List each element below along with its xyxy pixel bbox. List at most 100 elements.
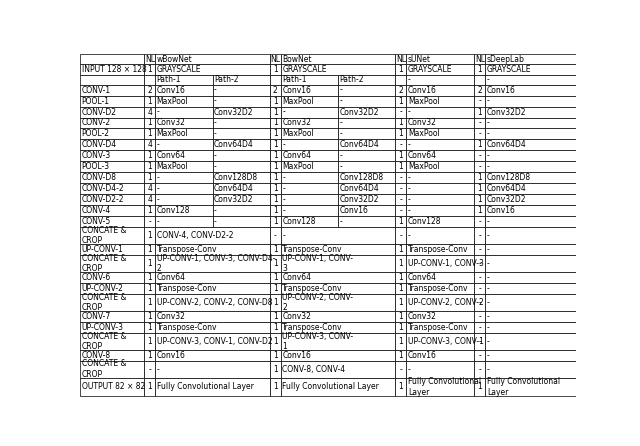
Bar <box>406 311 474 322</box>
Text: CONV-D4-2: CONV-D4-2 <box>81 184 124 194</box>
Text: CONCATE &
CROP: CONCATE & CROP <box>81 254 126 273</box>
Bar <box>485 378 576 396</box>
Text: 1: 1 <box>147 351 152 360</box>
Text: -: - <box>157 140 159 149</box>
Bar <box>485 227 576 244</box>
Text: Transpose-Conv: Transpose-Conv <box>157 284 217 293</box>
Text: MaxPool: MaxPool <box>282 129 314 138</box>
Bar <box>145 311 155 322</box>
Text: Path-1: Path-1 <box>282 75 307 84</box>
Text: CONCATE &
CROP: CONCATE & CROP <box>81 226 126 245</box>
Bar <box>281 322 396 333</box>
Bar <box>474 361 485 378</box>
Bar <box>212 183 270 194</box>
Bar <box>155 272 270 283</box>
Bar <box>406 361 474 378</box>
Text: Conv32D2: Conv32D2 <box>487 107 526 116</box>
Bar <box>80 140 145 150</box>
Text: Transpose-Conv: Transpose-Conv <box>408 284 468 293</box>
Text: -: - <box>399 195 402 204</box>
Text: Conv16: Conv16 <box>487 86 516 95</box>
Text: -: - <box>487 298 490 307</box>
Bar <box>270 183 281 194</box>
Bar <box>406 294 474 311</box>
Text: NL: NL <box>475 55 485 64</box>
Text: UP-CONV-1, CONV-
3: UP-CONV-1, CONV- 3 <box>282 254 353 273</box>
Bar <box>80 272 145 283</box>
Bar <box>270 140 281 150</box>
Bar <box>281 294 396 311</box>
Bar <box>406 173 474 183</box>
Bar <box>270 322 281 333</box>
Text: Transpose-Conv: Transpose-Conv <box>282 245 343 254</box>
Bar <box>80 64 145 75</box>
Bar <box>145 255 155 272</box>
Bar <box>406 107 474 117</box>
Bar <box>485 95 576 107</box>
Text: Conv64: Conv64 <box>282 273 311 282</box>
Text: -: - <box>479 119 481 128</box>
Text: 4: 4 <box>147 184 152 194</box>
Text: MaxPool: MaxPool <box>408 96 440 106</box>
Text: CONV-3: CONV-3 <box>81 152 111 161</box>
Text: CONV-8: CONV-8 <box>81 351 111 360</box>
Bar <box>145 205 155 216</box>
Text: 1: 1 <box>399 152 403 161</box>
Text: -: - <box>408 184 411 194</box>
Text: 1: 1 <box>273 206 278 215</box>
Text: -: - <box>399 365 402 374</box>
Bar <box>485 54 576 64</box>
Bar <box>474 205 485 216</box>
Bar <box>212 194 270 205</box>
Text: CONCATE &
CROP: CONCATE & CROP <box>81 359 126 379</box>
Bar <box>155 227 270 244</box>
Text: 1: 1 <box>273 96 278 106</box>
Bar <box>406 117 474 128</box>
Bar <box>485 64 576 75</box>
Bar <box>396 283 406 294</box>
Text: MaxPool: MaxPool <box>282 96 314 106</box>
Bar <box>281 283 396 294</box>
Text: -: - <box>408 173 411 182</box>
Bar <box>485 333 576 350</box>
Text: Conv16: Conv16 <box>282 86 311 95</box>
Bar <box>485 117 576 128</box>
Text: -: - <box>479 245 481 254</box>
Bar <box>80 173 145 183</box>
Bar <box>485 161 576 173</box>
Text: sDeepLab: sDeepLab <box>487 55 525 64</box>
Text: INPUT 128 × 128: INPUT 128 × 128 <box>81 65 147 74</box>
Bar <box>406 350 474 361</box>
Bar <box>474 117 485 128</box>
Bar <box>80 216 145 227</box>
Bar <box>212 107 270 117</box>
Bar <box>474 350 485 361</box>
Bar <box>155 283 270 294</box>
Bar <box>396 161 406 173</box>
Text: UP-CONV-1, CONV-3, CONV-D4-
2: UP-CONV-1, CONV-3, CONV-D4- 2 <box>157 254 275 273</box>
Bar <box>485 85 576 95</box>
Text: CONCATE &
CROP: CONCATE & CROP <box>81 331 126 351</box>
Text: Conv64D4: Conv64D4 <box>214 140 254 149</box>
Bar <box>474 140 485 150</box>
Text: Conv32D2: Conv32D2 <box>214 195 253 204</box>
Text: GRAYSCALE: GRAYSCALE <box>282 65 327 74</box>
Bar <box>145 85 155 95</box>
Bar <box>474 378 485 396</box>
Text: CONV-4, CONV-D2-2: CONV-4, CONV-D2-2 <box>157 231 233 240</box>
Text: CONV-4: CONV-4 <box>81 206 111 215</box>
Text: 1: 1 <box>273 140 278 149</box>
Text: -: - <box>214 86 217 95</box>
Bar <box>270 161 281 173</box>
Bar <box>281 85 338 95</box>
Text: 1: 1 <box>147 298 152 307</box>
Bar <box>80 244 145 255</box>
Bar <box>338 140 396 150</box>
Bar <box>155 95 212 107</box>
Text: 1: 1 <box>477 173 483 182</box>
Bar <box>145 350 155 361</box>
Text: 1: 1 <box>147 96 152 106</box>
Bar <box>485 361 576 378</box>
Bar <box>155 107 212 117</box>
Bar <box>406 255 474 272</box>
